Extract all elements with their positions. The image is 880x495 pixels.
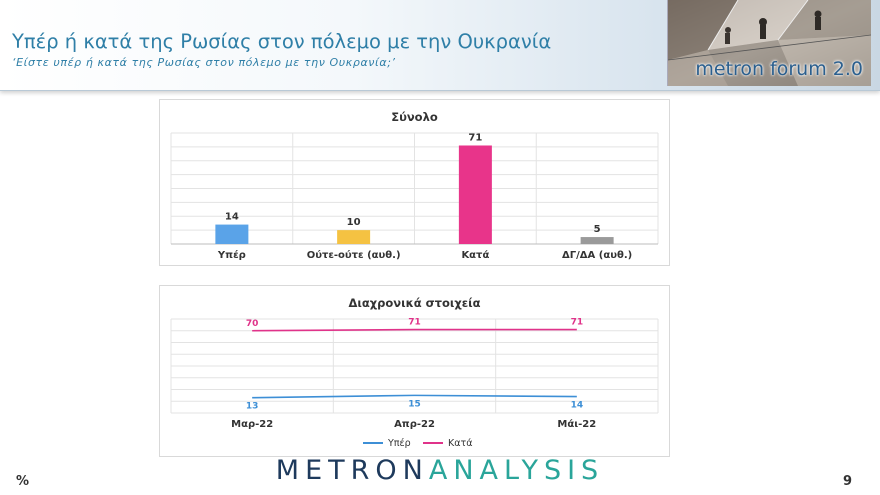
metron-forum-logo: metron forum 2.0	[667, 0, 871, 86]
category-label: Μάι-22	[557, 418, 596, 430]
bar-chart-panel: Σύνολο 14 Υπέρ 10 Ούτε-ούτε (αυθ.) 71 Κατά 5 ΔΓ…	[159, 99, 670, 266]
category-label: Απρ-22	[394, 419, 435, 430]
logo-background-image	[668, 0, 871, 86]
series-line	[252, 328, 577, 332]
brand-part-2: ANALYSIS	[428, 455, 605, 486]
category-label: Κατά	[461, 249, 489, 261]
data-label: 71	[468, 132, 482, 143]
data-label: 71	[408, 318, 421, 328]
data-label: 15	[408, 399, 421, 409]
brand-part-1: METRON	[275, 455, 429, 486]
logo-text: metron forum 2.0	[695, 58, 863, 80]
data-label: 70	[246, 319, 259, 329]
data-label: 5	[594, 224, 601, 235]
category-label: Μαρ-22	[231, 419, 273, 430]
data-label: 14	[571, 401, 584, 411]
line-chart: 13 15 14 70 71 71 Μαρ-22 Απρ-22 Μάι-22 Υπέρ Κατά	[170, 318, 659, 449]
category-label: ΔΓ/ΔΑ (αυθ.)	[562, 250, 632, 261]
category-label: Υπέρ	[217, 249, 246, 261]
bar-chart-title: Σύνολο	[391, 110, 438, 124]
page-title: Υπέρ ή κατά της Ρωσίας στον πόλεμο με τη…	[12, 30, 552, 53]
bar	[580, 237, 614, 244]
data-label: 71	[571, 318, 584, 328]
bar	[458, 145, 492, 244]
data-label: 14	[225, 212, 239, 223]
series-line	[252, 394, 577, 399]
unit-label: %	[16, 474, 30, 489]
line-chart-panel: Διαχρονικά στοιχεία 13 15 14 70 71 71 Μαρ-22 Απ…	[159, 285, 670, 457]
metron-analysis-logo: METRONANALYSIS	[260, 455, 620, 489]
data-label: 13	[246, 402, 259, 412]
bar	[215, 224, 249, 244]
line-chart-title: Διαχρονικά στοιχεία	[348, 296, 481, 310]
header-banner: Υπέρ ή κατά της Ρωσίας στον πόλεμο με τη…	[0, 0, 880, 91]
bar	[337, 230, 371, 244]
page-subtitle: ‘Είστε υπέρ ή κατά της Ρωσίας στον πόλεμ…	[12, 56, 396, 69]
bar-chart: 14 Υπέρ 10 Ούτε-ούτε (αυθ.) 71 Κατά 5 ΔΓ/ΔΑ (αυ…	[170, 132, 659, 261]
category-label: Ούτε-ούτε (αυθ.)	[307, 249, 401, 261]
page-number: 9	[842, 474, 852, 489]
legend-label: Κατά	[448, 438, 472, 449]
data-label: 10	[347, 217, 361, 228]
legend-label: Υπέρ	[387, 438, 411, 449]
